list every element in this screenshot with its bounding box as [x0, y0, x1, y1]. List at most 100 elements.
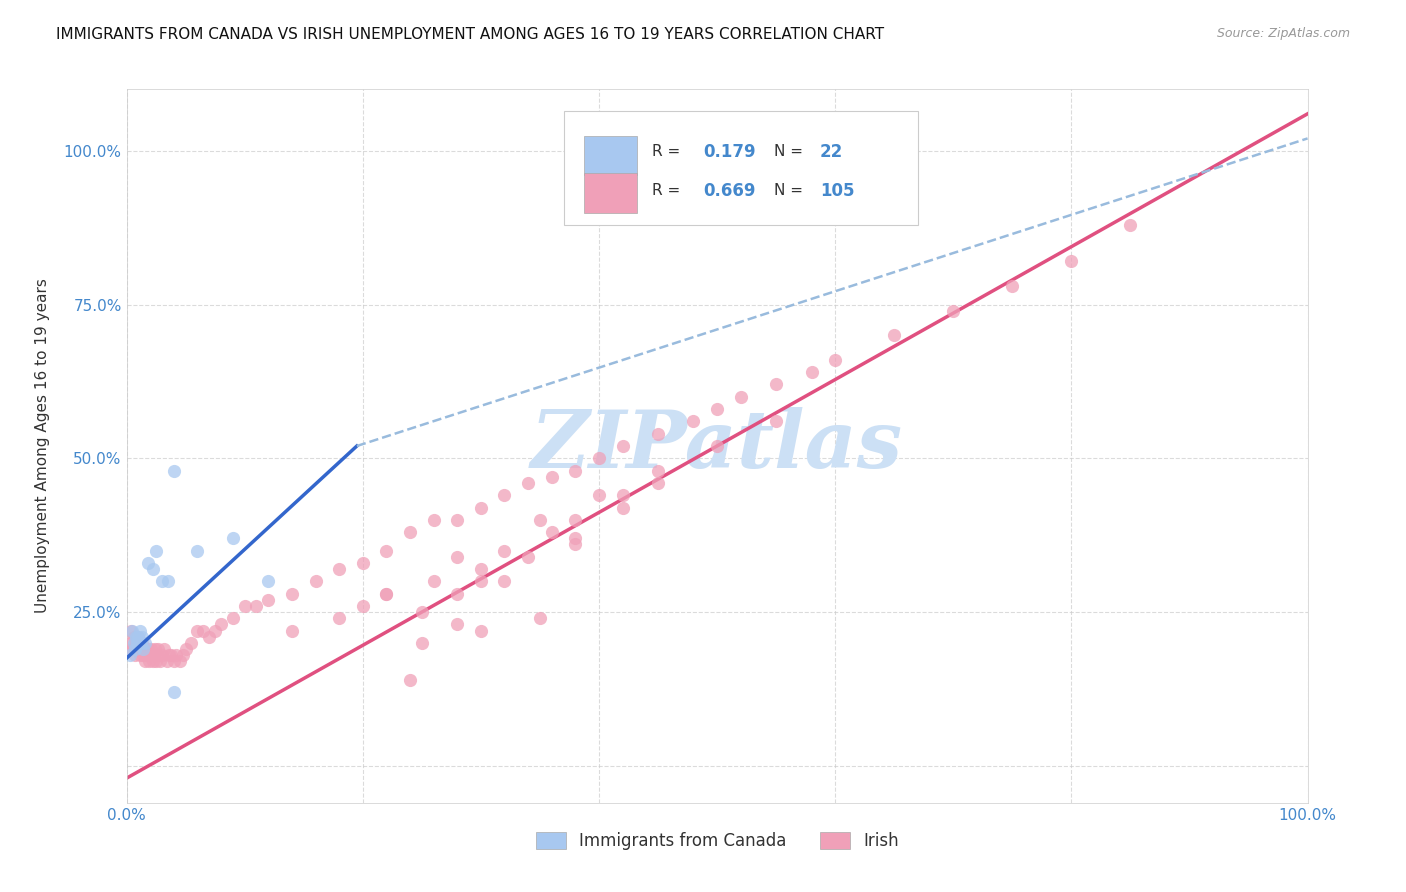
Point	[540, 469, 562, 483]
Y-axis label: Unemployment Among Ages 16 to 19 years: Unemployment Among Ages 16 to 19 years	[35, 278, 49, 614]
Point	[127, 636, 149, 650]
Point	[121, 624, 143, 638]
Point	[149, 654, 172, 668]
Text: 0.669: 0.669	[703, 182, 755, 200]
Point	[257, 574, 280, 589]
Point	[564, 531, 586, 545]
Point	[222, 531, 245, 545]
Point	[139, 648, 162, 662]
Point	[446, 549, 468, 564]
Point	[564, 537, 586, 551]
Point	[328, 611, 350, 625]
Point	[172, 648, 194, 662]
Point	[222, 611, 245, 625]
Point	[375, 587, 398, 601]
Point	[125, 630, 148, 644]
Point	[163, 464, 186, 478]
Text: N =: N =	[773, 145, 807, 160]
Point	[422, 513, 444, 527]
Text: R =: R =	[652, 145, 685, 160]
Point	[193, 624, 215, 638]
Point	[942, 303, 965, 318]
Text: 105: 105	[820, 182, 855, 200]
Point	[352, 599, 374, 613]
Point	[612, 439, 634, 453]
Point	[529, 513, 551, 527]
Point	[612, 488, 634, 502]
Point	[281, 587, 304, 601]
Point	[564, 513, 586, 527]
Point	[706, 439, 728, 453]
Point	[257, 592, 280, 607]
Legend: Immigrants from Canada, Irish: Immigrants from Canada, Irish	[527, 824, 907, 859]
Point	[122, 636, 145, 650]
Point	[120, 648, 142, 662]
Point	[411, 636, 433, 650]
Point	[647, 464, 669, 478]
Point	[136, 556, 159, 570]
Point	[494, 574, 516, 589]
Point	[146, 648, 169, 662]
Point	[883, 328, 905, 343]
Text: ZIPatlas: ZIPatlas	[531, 408, 903, 484]
Point	[127, 630, 149, 644]
Point	[132, 648, 155, 662]
Point	[494, 543, 516, 558]
Point	[124, 642, 146, 657]
Point	[446, 513, 468, 527]
Point	[375, 543, 398, 558]
Point	[186, 624, 208, 638]
Point	[157, 648, 180, 662]
Point	[647, 475, 669, 490]
Point	[135, 648, 157, 662]
Point	[411, 605, 433, 619]
Point	[399, 673, 422, 687]
Point	[647, 426, 669, 441]
Point	[588, 488, 610, 502]
Point	[134, 654, 156, 668]
Point	[148, 642, 170, 657]
Point	[128, 624, 150, 638]
Point	[352, 556, 374, 570]
Text: R =: R =	[652, 183, 685, 198]
Point	[160, 648, 183, 662]
Point	[564, 464, 586, 478]
Point	[730, 390, 752, 404]
Point	[156, 654, 179, 668]
Point	[765, 377, 787, 392]
Point	[163, 685, 186, 699]
Text: N =: N =	[773, 183, 807, 198]
Point	[446, 617, 468, 632]
Point	[134, 642, 156, 657]
Point	[120, 636, 142, 650]
Point	[169, 654, 191, 668]
Text: 22: 22	[820, 143, 844, 161]
Point	[143, 642, 166, 657]
Point	[517, 475, 540, 490]
Point	[517, 549, 540, 564]
Point	[470, 562, 492, 576]
Point	[124, 648, 146, 662]
Point	[180, 636, 202, 650]
FancyBboxPatch shape	[583, 136, 637, 175]
Point	[165, 648, 187, 662]
Point	[470, 624, 492, 638]
Point	[446, 587, 468, 601]
Point	[131, 630, 153, 644]
Point	[145, 543, 167, 558]
Point	[399, 525, 422, 540]
Point	[540, 525, 562, 540]
Point	[134, 636, 156, 650]
Point	[138, 654, 160, 668]
Point	[127, 630, 149, 644]
Point	[136, 642, 159, 657]
Point	[304, 574, 326, 589]
Point	[128, 648, 150, 662]
Point	[529, 611, 551, 625]
Point	[156, 574, 179, 589]
Point	[142, 648, 165, 662]
Point	[129, 642, 152, 657]
Point	[121, 642, 143, 657]
Point	[422, 574, 444, 589]
Point	[209, 617, 232, 632]
